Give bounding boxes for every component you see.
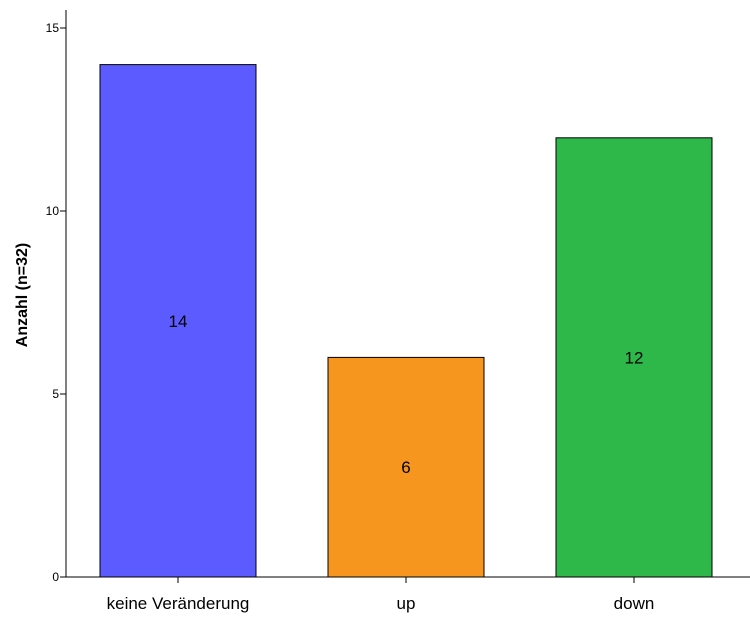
data-label: 12 xyxy=(625,348,644,367)
bars xyxy=(99,64,713,578)
x-axis: keine Veränderung up down xyxy=(66,576,750,613)
x-tick-label: down xyxy=(614,594,655,613)
y-tick-label: 0 xyxy=(52,570,59,584)
x-tick-label: up xyxy=(397,594,416,613)
data-label: 14 xyxy=(169,312,188,331)
y-tick-label: 15 xyxy=(46,21,60,35)
y-tick-label: 10 xyxy=(46,204,60,218)
bar-0 xyxy=(99,64,257,578)
data-labels: 14 6 12 xyxy=(169,312,644,477)
data-label: 6 xyxy=(401,458,410,477)
y-axis: 0 5 10 15 xyxy=(46,10,67,584)
bar-2 xyxy=(555,137,713,578)
x-tick-label: keine Veränderung xyxy=(107,594,250,613)
bar-1 xyxy=(327,356,485,578)
y-tick-label: 5 xyxy=(52,387,59,401)
y-axis-title: Anzahl (n=32) xyxy=(14,243,31,347)
